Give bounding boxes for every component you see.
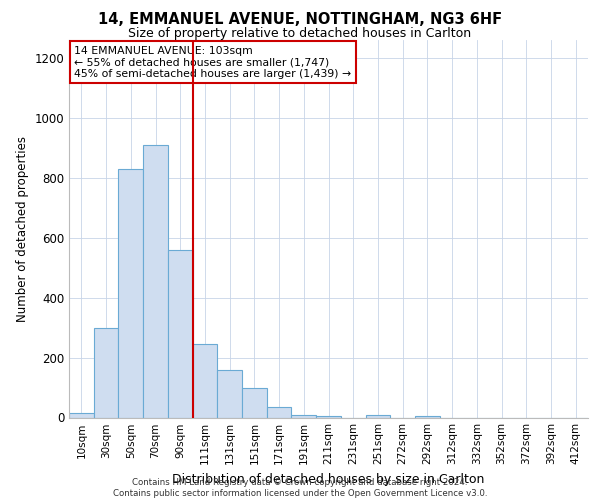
- Text: 14 EMMANUEL AVENUE: 103sqm
← 55% of detached houses are smaller (1,747)
45% of s: 14 EMMANUEL AVENUE: 103sqm ← 55% of deta…: [74, 46, 352, 79]
- Bar: [143, 145, 168, 417]
- Text: Size of property relative to detached houses in Carlton: Size of property relative to detached ho…: [128, 28, 472, 40]
- Bar: [193, 344, 217, 418]
- Bar: [69, 413, 94, 418]
- Bar: [168, 250, 193, 418]
- Bar: [316, 416, 341, 418]
- Bar: [242, 388, 267, 418]
- Text: Contains HM Land Registry data © Crown copyright and database right 2024.
Contai: Contains HM Land Registry data © Crown c…: [113, 478, 487, 498]
- Bar: [365, 415, 390, 418]
- Bar: [415, 416, 440, 418]
- Y-axis label: Number of detached properties: Number of detached properties: [16, 136, 29, 322]
- Bar: [292, 414, 316, 418]
- X-axis label: Distribution of detached houses by size in Carlton: Distribution of detached houses by size …: [172, 473, 485, 486]
- Bar: [217, 370, 242, 418]
- Bar: [94, 328, 118, 418]
- Bar: [118, 169, 143, 418]
- Text: 14, EMMANUEL AVENUE, NOTTINGHAM, NG3 6HF: 14, EMMANUEL AVENUE, NOTTINGHAM, NG3 6HF: [98, 12, 502, 28]
- Bar: [267, 407, 292, 418]
